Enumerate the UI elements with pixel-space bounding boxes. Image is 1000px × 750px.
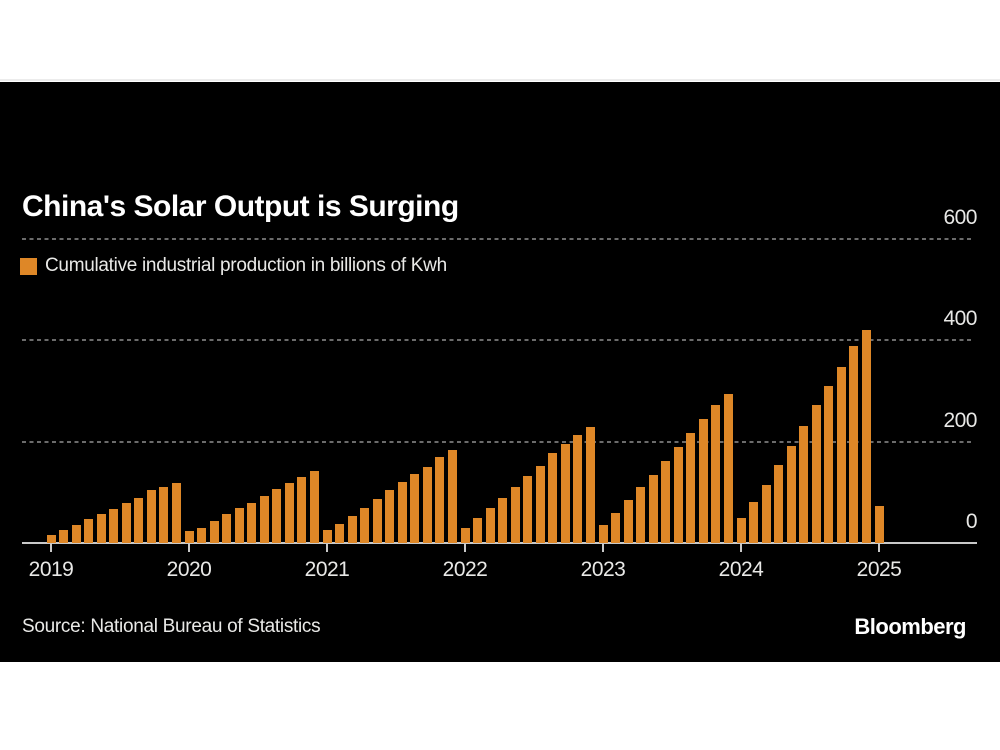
chart-footer: Source: National Bureau of Statistics Bl… [22,614,966,640]
bar-2022-10 [573,434,583,543]
bar-2022-4 [498,497,508,543]
bar-2020-6 [247,502,257,543]
bar-2025-1 [874,505,884,543]
x-axis-line [22,542,977,544]
bar-2019-5 [96,513,106,543]
bar-2023-10 [711,404,721,543]
x-axis-tick-2023 [602,543,604,552]
bar-2023-5 [648,475,658,543]
bar-2020-2 [197,527,207,543]
x-axis-tick-2025 [878,543,880,552]
bar-2024-4 [774,465,784,543]
bar-2020-5 [234,508,244,543]
bar-2019-6 [109,509,119,543]
bar-2022-6 [523,476,533,543]
bar-2024-11 [861,329,871,543]
bar-2020-7 [259,495,269,543]
legend-label: Cumulative industrial production in bill… [45,255,447,276]
bar-2023-4 [636,487,646,543]
bar-2023-6 [661,460,671,543]
bar-2019-8 [134,497,144,543]
bar-2020-4 [222,514,232,543]
bar-2024-9 [836,366,846,543]
y-axis-label-400: 400 [943,307,977,331]
bar-2021-4 [360,507,370,543]
bar-2023-8 [686,432,696,543]
x-axis-tick-2020 [188,543,190,552]
bar-2024-7 [811,405,821,543]
bar-2020-9 [284,482,294,543]
gridline-600 [22,238,974,240]
bar-2019-7 [121,503,131,543]
bar-2023-1 [598,524,608,543]
bar-2023-11 [723,394,733,543]
bar-2022-1 [460,528,470,543]
bar-2022-2 [473,518,483,543]
y-axis-label-200: 200 [943,408,977,432]
bar-2019-2 [59,530,69,543]
bar-2024-8 [824,386,834,543]
bar-2024-3 [761,485,771,543]
bar-2021-5 [372,498,382,543]
bar-2021-7 [397,481,407,543]
y-axis-label-0: 0 [965,510,978,533]
bar-2019-11 [171,482,181,543]
bar-2021-2 [335,524,345,543]
bar-2019-10 [159,486,169,543]
bar-2021-9 [422,466,432,543]
bloomberg-logo: Bloomberg [854,614,966,639]
x-axis-tick-2021 [326,543,328,552]
x-axis-label-2022: 2022 [442,558,488,581]
chart-card: China's Solar Output is Surging Cumulati… [0,82,1000,662]
bar-2022-7 [535,466,545,543]
bar-2022-11 [585,426,595,543]
bar-2019-9 [146,490,156,543]
y-axis-label-600: 600 [943,206,977,229]
bar-2020-1 [184,531,194,543]
bar-2019-3 [71,525,81,543]
bar-2019-1 [46,535,56,543]
chart-title: China's Solar Output is Surging [22,190,459,223]
bar-2021-3 [347,516,357,543]
x-axis-tick-2022 [464,543,466,552]
page-divider [0,79,1000,81]
bar-2022-3 [485,507,495,543]
bar-2021-11 [447,449,457,543]
gridline-400 [22,339,974,342]
x-axis-tick-2019 [50,543,52,552]
bar-2022-5 [510,487,520,543]
bar-2020-8 [272,488,282,543]
x-axis-label-2025: 2025 [856,558,902,581]
bar-2021-8 [410,474,420,543]
x-axis-label-2021: 2021 [304,558,350,581]
bar-2020-10 [297,476,307,543]
x-axis-label-2023: 2023 [580,558,626,581]
plot-area: 0 200 400 600 2019 2020 2021 2022 2023 2024 2025 [22,207,978,580]
x-axis-label-2019: 2019 [28,558,74,581]
bar-2021-10 [435,456,445,543]
bar-2023-3 [623,499,633,543]
bar-2024-6 [799,426,809,543]
x-axis-label-2020: 2020 [166,558,212,581]
source-text: Source: National Bureau of Statistics [22,616,321,637]
bar-2024-2 [749,502,759,543]
bar-2023-9 [698,419,708,543]
x-axis-label-2024: 2024 [718,558,764,581]
gridline-200 [22,440,974,443]
bar-2020-3 [209,520,219,543]
bar-2021-1 [322,530,332,543]
bar-2020-11 [309,471,319,543]
bar-2024-10 [849,346,859,543]
bar-2023-7 [673,446,683,543]
bar-2019-4 [84,518,94,543]
x-axis-tick-2024 [740,543,742,552]
bar-2022-9 [560,443,570,543]
bar-2024-1 [736,518,746,543]
bar-2024-5 [786,445,796,543]
bar-2023-2 [611,512,621,543]
bar-2021-6 [385,490,395,543]
bar-2022-8 [548,453,558,543]
legend: Cumulative industrial production in bill… [20,254,447,278]
legend-swatch-icon [20,257,37,275]
